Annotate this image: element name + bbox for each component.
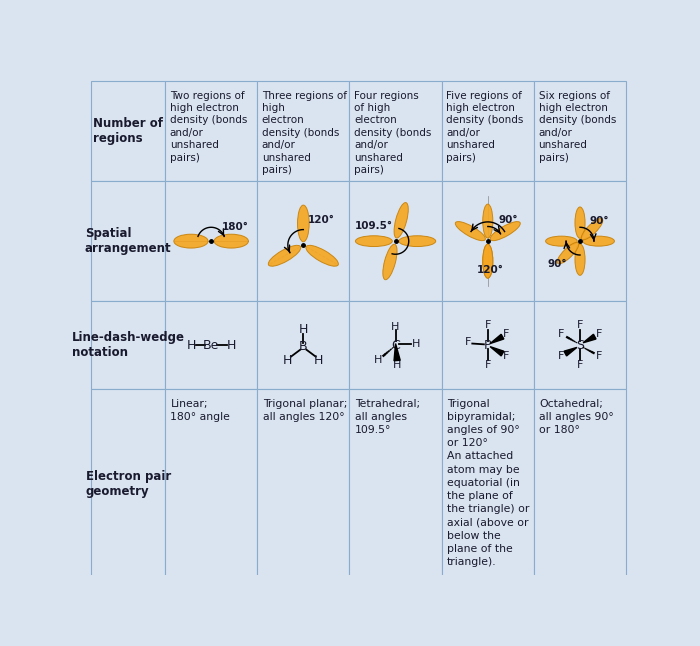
Text: 109.5°: 109.5° xyxy=(356,221,393,231)
Ellipse shape xyxy=(356,236,392,247)
Bar xyxy=(442,390,534,579)
Text: F: F xyxy=(596,329,602,339)
Text: Linear;
180° angle: Linear; 180° angle xyxy=(170,399,230,422)
Bar xyxy=(257,182,349,301)
Text: H: H xyxy=(227,339,236,351)
Text: 180°: 180° xyxy=(222,222,248,233)
Text: S: S xyxy=(576,339,584,351)
Bar xyxy=(442,81,534,182)
Text: Spatial
arrangement: Spatial arrangement xyxy=(85,227,172,255)
Text: Be: Be xyxy=(203,339,219,351)
Text: F: F xyxy=(484,320,491,330)
Ellipse shape xyxy=(483,244,493,278)
Bar xyxy=(534,301,626,390)
Text: Five regions of
high electron
density (bonds
and/or
unshared
pairs): Five regions of high electron density (b… xyxy=(447,90,524,163)
Bar xyxy=(349,182,442,301)
Bar xyxy=(257,390,349,579)
Text: Six regions of
high electron
density (bonds
and/or
unshared
pairs): Six regions of high electron density (bo… xyxy=(538,90,616,163)
Text: F: F xyxy=(503,351,510,361)
Text: F: F xyxy=(577,320,583,330)
Bar xyxy=(534,81,626,182)
Ellipse shape xyxy=(581,218,603,240)
Ellipse shape xyxy=(455,222,485,241)
Text: C: C xyxy=(391,339,400,351)
Bar xyxy=(92,390,165,579)
Text: F: F xyxy=(484,360,491,370)
Text: Four regions
of high
electron
density (bonds
and/or
unshared
pairs): Four regions of high electron density (b… xyxy=(354,90,431,175)
Bar xyxy=(165,182,257,301)
Text: Number of
regions: Number of regions xyxy=(93,118,163,145)
Text: 90°: 90° xyxy=(498,214,518,225)
Bar xyxy=(165,81,257,182)
Bar xyxy=(534,182,626,301)
Ellipse shape xyxy=(490,222,520,241)
Text: F: F xyxy=(558,351,565,361)
Text: H: H xyxy=(374,355,383,366)
Text: F: F xyxy=(503,329,510,339)
Polygon shape xyxy=(490,347,504,356)
Text: Three regions of
high
electron
density (bonds
and/or
unshared
pairs): Three regions of high electron density (… xyxy=(262,90,347,175)
Ellipse shape xyxy=(306,245,338,266)
Text: Electron pair
geometry: Electron pair geometry xyxy=(85,470,171,498)
Text: B: B xyxy=(299,340,307,353)
Ellipse shape xyxy=(557,242,579,264)
Text: Trigonal planar;
all angles 120°: Trigonal planar; all angles 120° xyxy=(262,399,347,422)
Ellipse shape xyxy=(174,234,208,248)
Ellipse shape xyxy=(483,244,493,278)
Ellipse shape xyxy=(399,236,435,247)
Bar xyxy=(165,390,257,579)
Text: 90°: 90° xyxy=(547,259,567,269)
Ellipse shape xyxy=(545,236,578,246)
Bar xyxy=(165,301,257,390)
Text: P: P xyxy=(484,339,491,351)
Polygon shape xyxy=(564,348,577,356)
Ellipse shape xyxy=(298,205,309,242)
Text: 90°: 90° xyxy=(589,216,609,226)
Text: H: H xyxy=(186,339,196,351)
Bar xyxy=(92,301,165,390)
Text: F: F xyxy=(558,329,565,339)
Polygon shape xyxy=(583,334,596,343)
Text: H: H xyxy=(299,323,308,336)
Bar xyxy=(257,301,349,390)
Ellipse shape xyxy=(575,207,585,238)
Bar xyxy=(442,301,534,390)
Ellipse shape xyxy=(394,203,408,238)
Text: F: F xyxy=(465,337,471,347)
Text: Tetrahedral;
all angles
109.5°: Tetrahedral; all angles 109.5° xyxy=(355,399,420,435)
Text: Trigonal
bipyramidal;
angles of 90°
or 120°
An attached
atom may be
equatorial (: Trigonal bipyramidal; angles of 90° or 1… xyxy=(447,399,529,567)
Bar xyxy=(442,182,534,301)
Bar xyxy=(257,81,349,182)
Bar xyxy=(349,81,442,182)
Ellipse shape xyxy=(383,244,397,280)
Ellipse shape xyxy=(483,204,493,238)
Text: Line-dash-wedge
notation: Line-dash-wedge notation xyxy=(71,331,185,359)
Text: H: H xyxy=(314,354,323,367)
Bar xyxy=(92,81,165,182)
Polygon shape xyxy=(394,344,400,360)
Ellipse shape xyxy=(583,236,615,246)
Text: H: H xyxy=(393,360,401,370)
Text: F: F xyxy=(596,351,602,361)
Text: H: H xyxy=(283,354,293,367)
Text: F: F xyxy=(577,360,583,370)
Text: H: H xyxy=(391,322,400,331)
Text: Octahedral;
all angles 90°
or 180°: Octahedral; all angles 90° or 180° xyxy=(539,399,614,435)
Ellipse shape xyxy=(214,234,248,248)
Ellipse shape xyxy=(268,245,301,266)
Text: 120°: 120° xyxy=(477,266,504,275)
Text: H: H xyxy=(412,339,420,349)
Bar xyxy=(534,390,626,579)
Bar xyxy=(349,390,442,579)
Text: 120°: 120° xyxy=(308,215,335,225)
Ellipse shape xyxy=(575,244,585,275)
Polygon shape xyxy=(490,334,504,344)
Bar xyxy=(92,182,165,301)
Bar xyxy=(349,301,442,390)
Text: Two regions of
high electron
density (bonds
and/or
unshared
pairs): Two regions of high electron density (bo… xyxy=(169,90,247,163)
